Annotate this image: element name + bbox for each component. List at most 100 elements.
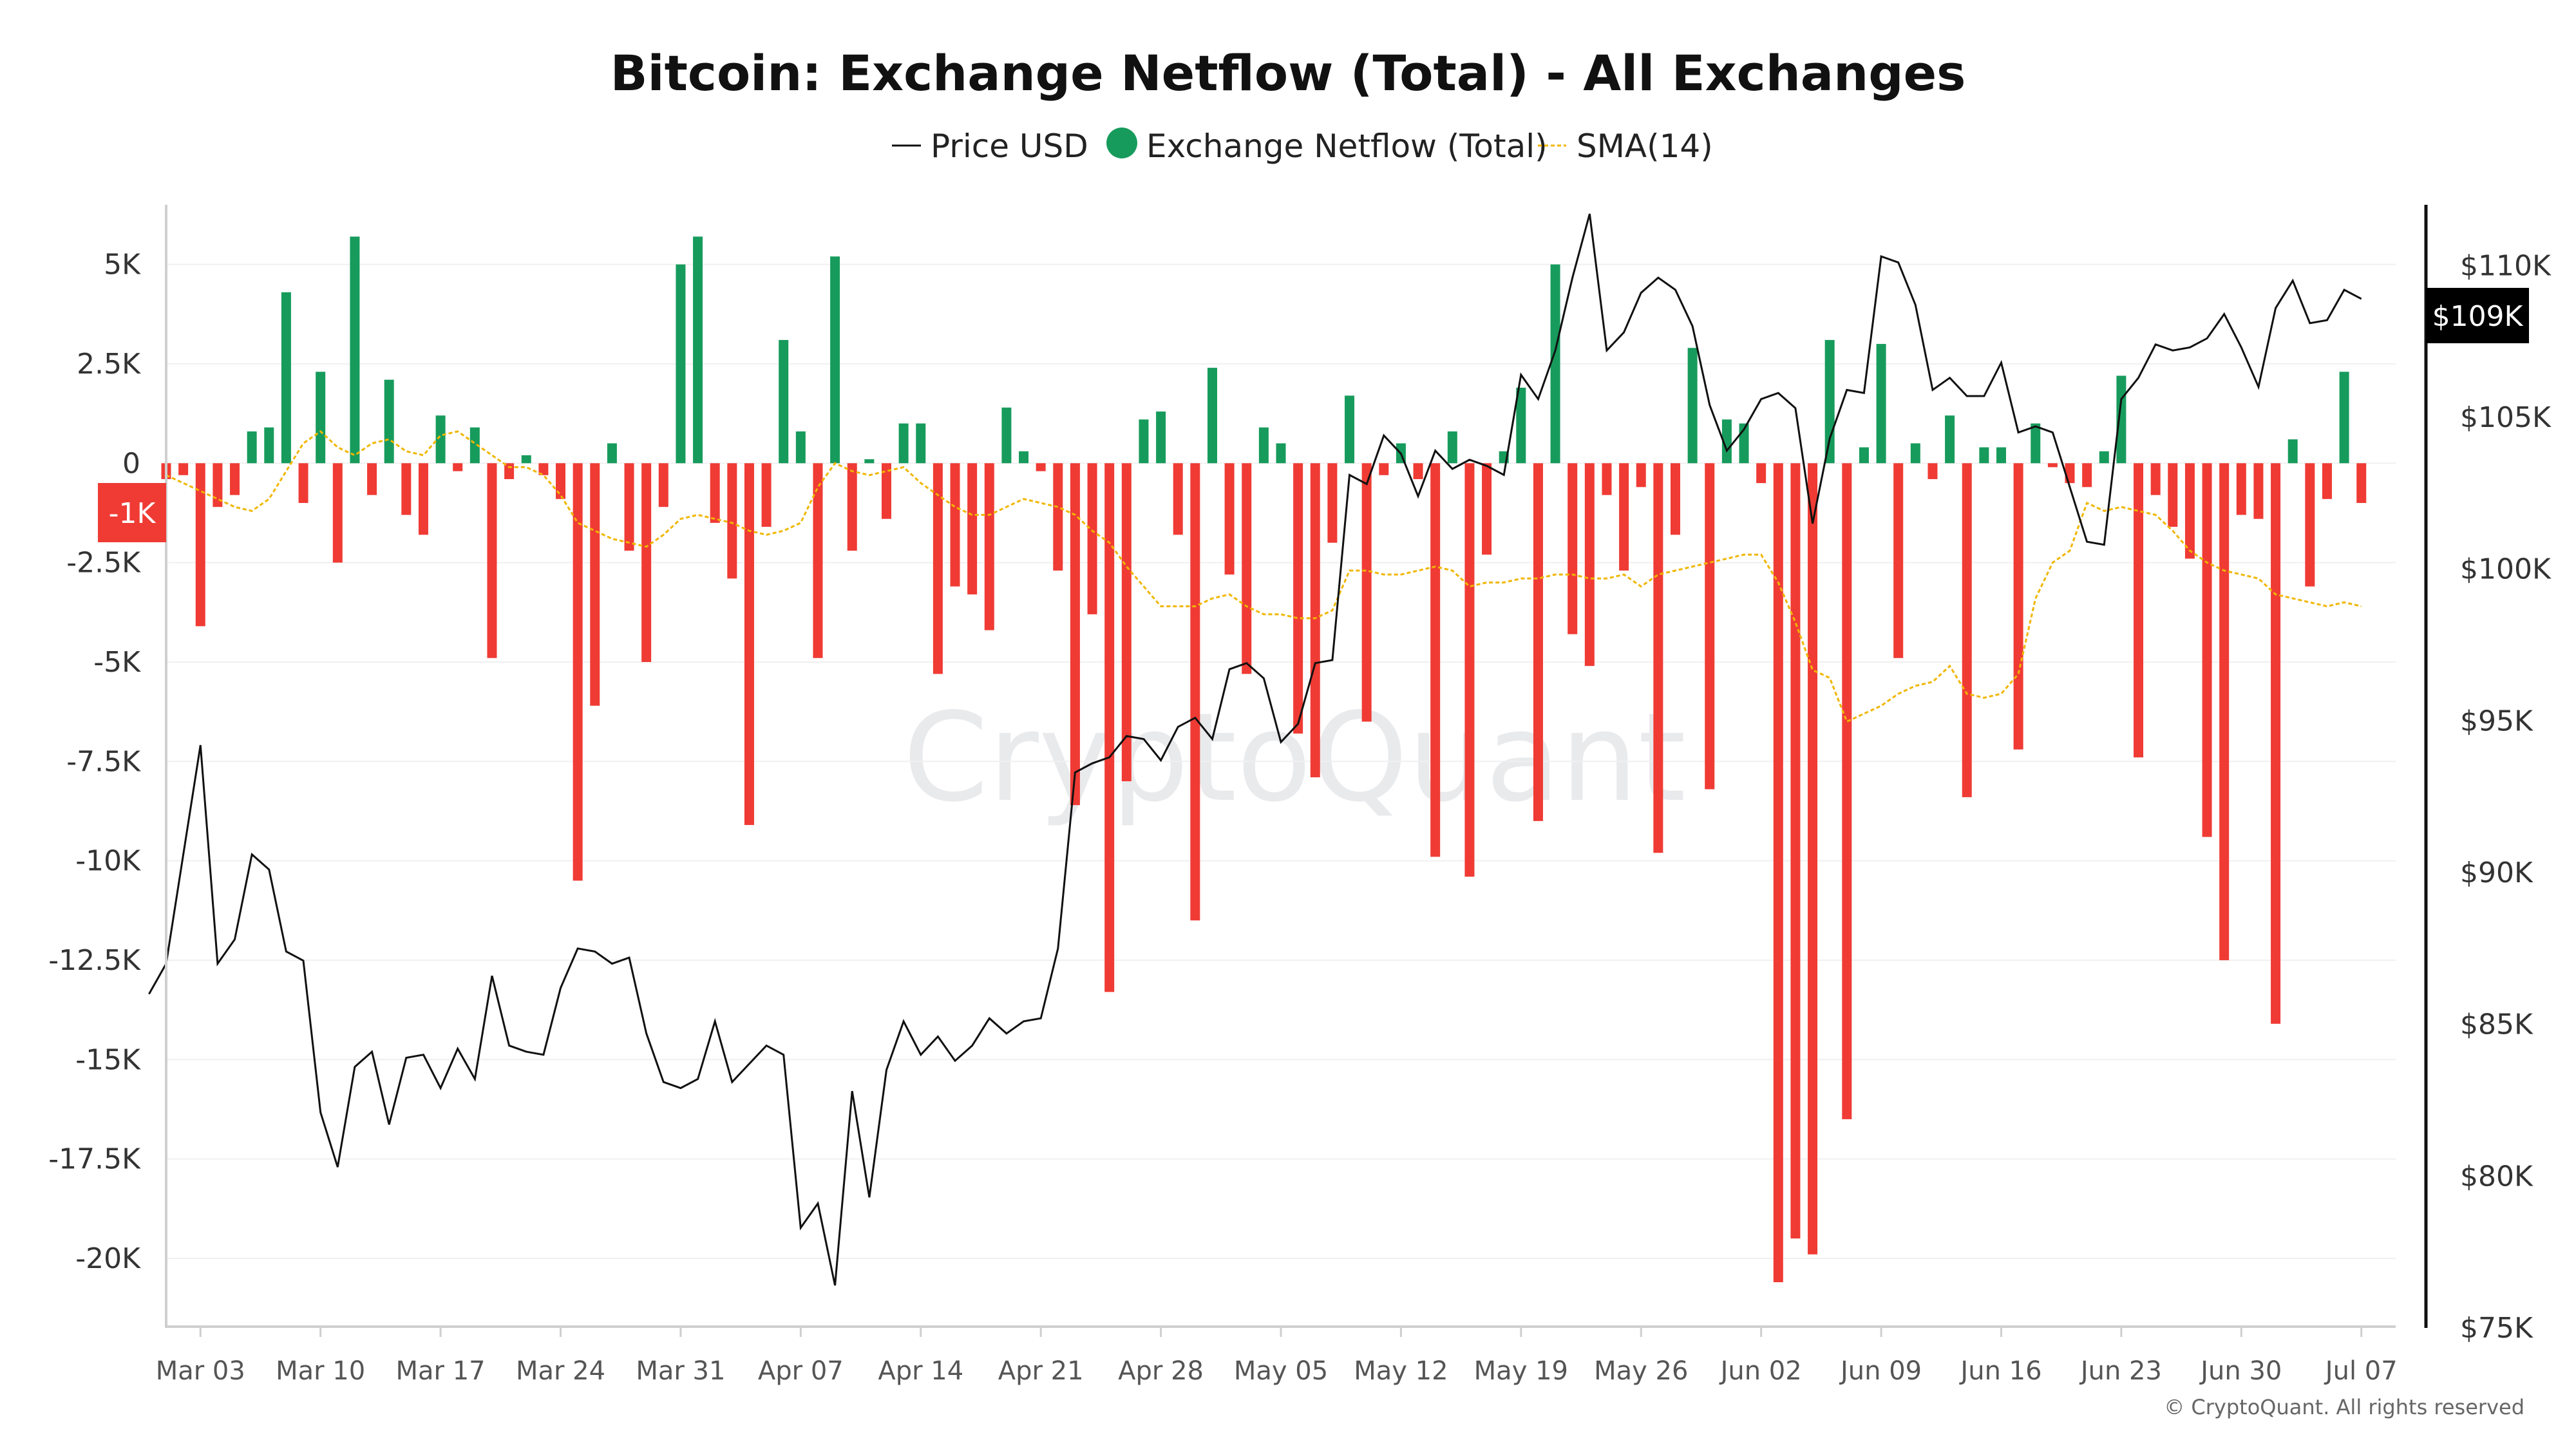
netflow-bar [1482,463,1492,555]
netflow-bar [1361,463,1372,722]
right-tick-label: $75K [2460,1312,2533,1345]
netflow-bar [401,463,412,515]
netflow-bar [1619,463,1629,571]
right-axis-ticks: $75K $80K $85K $90K $95K $100K $105K $110K [2460,249,2552,1345]
left-tick-label: -5K [93,646,141,679]
legend-item-price[interactable]: Price USD [892,128,1088,165]
netflow-bar [795,431,806,464]
netflow-bar [350,236,360,464]
netflow-bar [1070,463,1080,806]
netflow-bars [161,236,2367,1283]
netflow-bar [2236,463,2246,515]
right-tick-label: $95K [2460,705,2533,737]
netflow-bar [1893,463,1904,658]
netflow-bar [1207,368,1217,464]
x-tick-label: Jun 16 [1958,1356,2041,1386]
netflow-bar [761,463,772,527]
price-badge-label: $109K [2432,300,2524,333]
x-tick-label: May 05 [1234,1356,1328,1386]
left-tick-label: -15K [75,1043,141,1076]
x-tick-label: Mar 31 [636,1356,725,1386]
x-tick-label: Apr 28 [1118,1356,1204,1386]
x-tick-label: Mar 17 [396,1356,486,1386]
netflow-bar [744,463,754,826]
netflow-bar [1087,463,1097,614]
right-tick-label: $90K [2460,857,2533,889]
netflow-badge-label: -1K [109,497,156,530]
netflow-bar [1139,419,1149,464]
netflow-bar [1653,463,1663,853]
netflow-bar [298,463,308,504]
netflow-bar [1036,463,1046,471]
netflow-bar [2219,463,2230,960]
netflow-bar [1910,443,1920,464]
x-tick-label: May 26 [1594,1356,1688,1386]
netflow-bar [2168,463,2178,527]
netflow-bar [2184,463,2195,559]
netflow-bar [367,463,377,495]
legend-item-sma[interactable]: SMA(14) [1538,128,1713,165]
x-tick-label: Mar 10 [276,1356,365,1386]
gridlines [166,263,2396,1259]
netflow-bar [727,463,737,579]
netflow-bar [1121,463,1132,782]
netflow-bar [384,379,394,464]
right-tick-label: $105K [2460,401,2552,434]
netflow-bar [2356,463,2367,504]
netflow-bar [2013,463,2023,750]
netflow-bar [2305,463,2315,587]
netflow-bar [1636,463,1646,488]
x-tick-label: Mar 24 [516,1356,605,1386]
netflow-bar [264,427,274,464]
netflow-bar [1550,264,1560,464]
left-tick-label: -7.5K [66,745,141,778]
netflow-bar [573,463,583,881]
netflow-bar [1859,447,1869,464]
netflow-bar [1190,463,1200,921]
netflow-bar [2202,463,2212,837]
netflow-bar [1327,463,1338,543]
x-tick-label: Apr 21 [998,1356,1084,1386]
netflow-bar [1876,344,1886,464]
netflow-bar [2116,375,2126,464]
netflow-bar [2287,439,2298,464]
netflow-bar [1379,463,1389,475]
netflow-bar [281,292,291,464]
netflow-bar [2150,463,2161,495]
netflow-bar [1224,463,1235,575]
netflow-bar [1945,415,1955,464]
netflow-bar [1567,463,1578,634]
netflow-bar [881,463,891,519]
netflow-bar [1258,427,1269,464]
left-tick-label: -12.5K [48,944,141,977]
netflow-bar [2322,463,2332,499]
legend[interactable]: Price USD Exchange Netflow (Total) SMA(1… [892,128,1713,165]
x-tick-label: Jun 09 [1839,1356,1922,1386]
netflow-bar [1464,463,1475,877]
netflow-bar [607,443,617,464]
netflow-bar [1962,463,1972,797]
right-tick-label: $100K [2460,553,2552,586]
netflow-bar [1001,407,1012,464]
netflow-bar [2253,463,2264,519]
netflow-bar [1756,463,1766,484]
netflow-bar [469,427,480,464]
netflow-bar [898,423,909,464]
netflow-bar [813,463,823,658]
legend-item-netflow[interactable]: Exchange Netflow (Total) [1106,128,1548,165]
netflow-bar [2134,463,2144,758]
netflow-value-badge: -1K [98,483,166,542]
netflow-bar [1516,387,1526,464]
netflow-bar [1413,463,1423,479]
x-tick-label: Jul 07 [2324,1356,2398,1386]
netflow-bar [1602,463,1612,495]
left-axis-ticks: 5K 2.5K 0 -2.5K -5K -7.5K -10K -12.5K -15K -17.5K… [48,249,141,1275]
netflow-bar [435,415,446,464]
netflow-bar [247,431,257,464]
netflow-bar [1979,447,1989,464]
netflow-bar [213,463,223,507]
x-tick-label: Apr 07 [758,1356,844,1386]
netflow-bar [590,463,600,706]
legend-label-netflow: Exchange Netflow (Total) [1146,128,1548,165]
netflow-bar [1996,447,2006,464]
